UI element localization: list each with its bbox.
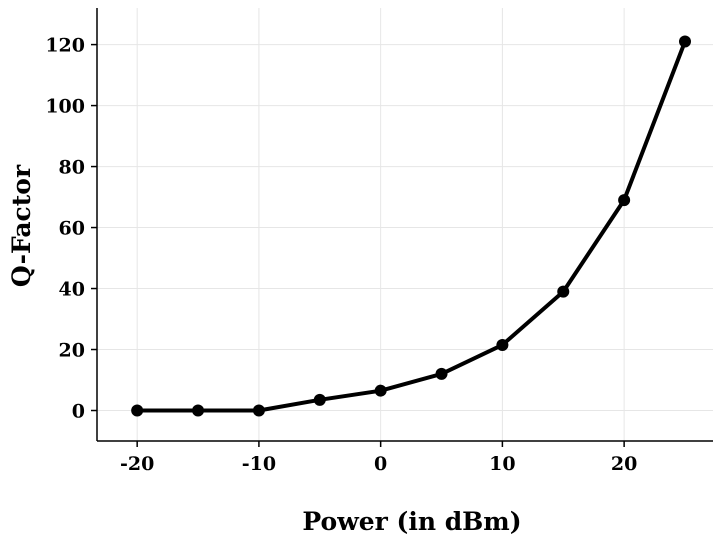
x-tick-label: 20 bbox=[611, 453, 637, 475]
y-tick-label: 20 bbox=[59, 340, 85, 362]
data-point bbox=[618, 194, 631, 207]
y-axis-title: Q-Factor bbox=[7, 164, 36, 287]
y-tick-label: 80 bbox=[59, 157, 85, 179]
tick-marks bbox=[91, 43, 625, 447]
data-point bbox=[435, 367, 448, 380]
data-point bbox=[496, 338, 509, 351]
y-tick-label: 120 bbox=[45, 35, 85, 57]
y-tick-label: 40 bbox=[59, 279, 85, 301]
data-point bbox=[679, 35, 691, 48]
grid bbox=[97, 8, 713, 441]
y-tick-label: 60 bbox=[59, 218, 85, 240]
y-tick-labels: 0 20 40 60 80 100 120 bbox=[45, 35, 85, 423]
data-point bbox=[252, 404, 265, 417]
data-point bbox=[374, 384, 387, 397]
x-tick-label: 10 bbox=[489, 453, 515, 475]
data-point bbox=[131, 404, 144, 417]
x-tick-label: 0 bbox=[374, 453, 387, 475]
data-point bbox=[192, 404, 205, 417]
axes bbox=[96, 8, 713, 442]
y-tick-label: 100 bbox=[45, 96, 85, 118]
y-tick-label: 0 bbox=[72, 401, 85, 423]
data-point bbox=[557, 285, 570, 298]
data-point bbox=[313, 393, 326, 406]
x-tick-labels: -20 -10 0 10 20 bbox=[120, 453, 637, 475]
x-tick-label: -20 bbox=[120, 453, 154, 475]
x-axis-title: Power (in dBm) bbox=[302, 507, 521, 536]
series bbox=[131, 35, 691, 417]
series-line bbox=[135, 39, 687, 413]
x-tick-label: -10 bbox=[242, 453, 276, 475]
